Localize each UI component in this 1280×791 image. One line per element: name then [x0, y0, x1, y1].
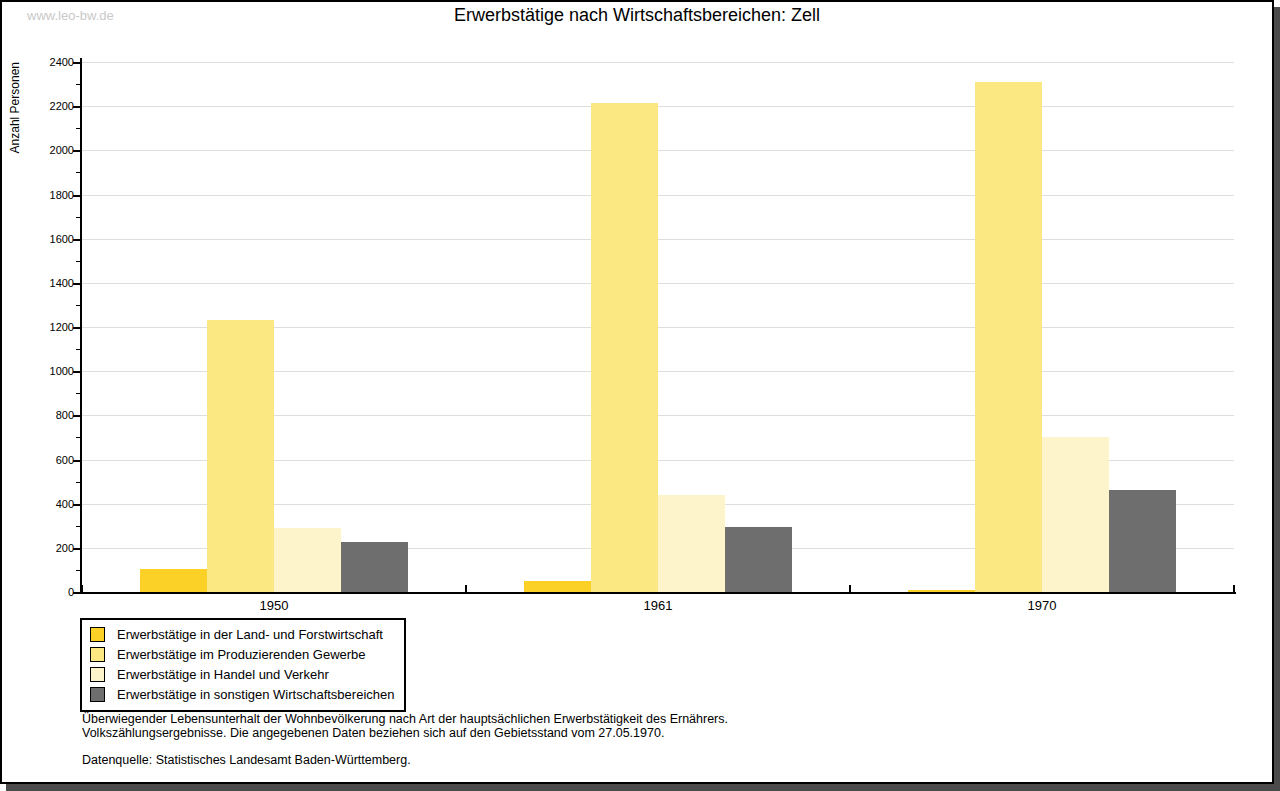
gridline-y-2400 — [82, 62, 1234, 63]
data-source-note: Datenquelle: Statistisches Landesamt Bad… — [82, 753, 411, 767]
legend-swatch-icon — [90, 647, 105, 662]
y-tick-1400 — [73, 283, 80, 285]
y-tick-label-800: 800 — [34, 409, 74, 421]
legend-item-2: Erwerbstätige im Produzierenden Gewerbe — [90, 644, 394, 664]
y-tick-1200 — [73, 327, 80, 329]
bar-1950-series-1 — [140, 569, 207, 593]
legend-label: Erwerbstätige in Handel und Verkehr — [117, 667, 329, 682]
chart-title: Erwerbstätige nach Wirtschaftsbereichen:… — [2, 5, 1272, 26]
y-tick-1800 — [73, 195, 80, 197]
x-tick-label-1970: 1970 — [1002, 598, 1082, 613]
y-tick-label-1800: 1800 — [34, 189, 74, 201]
y-tick-label-1000: 1000 — [34, 365, 74, 377]
bar-1961-series-4 — [725, 527, 792, 593]
gridline-y-2200 — [82, 106, 1234, 107]
y-axis-line — [80, 58, 82, 594]
gridline-y-1600 — [82, 239, 1234, 240]
y-tick-label-2400: 2400 — [34, 56, 74, 68]
legend-item-1: Erwerbstätige in der Land- und Forstwirt… — [90, 624, 394, 644]
y-tick-label-200: 200 — [34, 542, 74, 554]
bar-1950-series-2 — [207, 320, 274, 593]
bar-1950-series-3 — [274, 528, 341, 593]
bar-1961-series-3 — [658, 495, 725, 593]
legend-swatch-icon — [90, 667, 105, 682]
x-axis-line — [80, 592, 1236, 594]
y-tick-600 — [73, 460, 80, 462]
gridline-y-2000 — [82, 150, 1234, 151]
y-tick-400 — [73, 504, 80, 506]
footnote-line-2: Volkszählungsergebnisse. Die angegebenen… — [82, 726, 664, 740]
gridline-y-1800 — [82, 195, 1234, 196]
y-tick-label-2200: 2200 — [34, 100, 74, 112]
y-tick-2400 — [73, 62, 80, 64]
y-tick-2200 — [73, 106, 80, 108]
legend-swatch-icon — [90, 627, 105, 642]
y-tick-label-1600: 1600 — [34, 233, 74, 245]
y-tick-label-600: 600 — [34, 454, 74, 466]
y-tick-label-0: 0 — [34, 586, 74, 598]
y-tick-800 — [73, 415, 80, 417]
plot-area — [82, 63, 1234, 593]
legend-label: Erwerbstätige in der Land- und Forstwirt… — [117, 627, 383, 642]
y-tick-label-1200: 1200 — [34, 321, 74, 333]
legend-box: Erwerbstätige in der Land- und Forstwirt… — [80, 618, 406, 712]
bar-1961-series-2 — [591, 103, 658, 593]
legend-swatch-icon — [90, 687, 105, 702]
y-tick-1000 — [73, 371, 80, 373]
y-tick-200 — [73, 548, 80, 550]
y-tick-2000 — [73, 150, 80, 152]
gridline-y-1400 — [82, 283, 1234, 284]
legend-item-3: Erwerbstätige in Handel und Verkehr — [90, 664, 394, 684]
bar-1970-series-4 — [1109, 490, 1176, 593]
y-tick-label-2000: 2000 — [34, 144, 74, 156]
bar-1970-series-2 — [975, 82, 1042, 593]
y-tick-0 — [73, 592, 80, 594]
bar-1950-series-4 — [341, 542, 408, 593]
x-tick-label-1950: 1950 — [234, 598, 314, 613]
bar-1970-series-3 — [1042, 437, 1109, 593]
y-tick-label-400: 400 — [34, 498, 74, 510]
y-axis-label: Anzahl Personen — [8, 62, 22, 153]
y-tick-label-1400: 1400 — [34, 277, 74, 289]
legend-label: Erwerbstätige im Produzierenden Gewerbe — [117, 647, 366, 662]
y-tick-1600 — [73, 239, 80, 241]
legend-label: Erwerbstätige in sonstigen Wirtschaftsbe… — [117, 687, 394, 702]
x-tick-label-1961: 1961 — [618, 598, 698, 613]
chart-canvas: www.leo-bw.de Erwerbstätige nach Wirtsch… — [0, 0, 1274, 784]
legend-item-4: Erwerbstätige in sonstigen Wirtschaftsbe… — [90, 684, 394, 704]
footnote-line-1: Überwiegender Lebensunterhalt der Wohnbe… — [82, 712, 728, 726]
